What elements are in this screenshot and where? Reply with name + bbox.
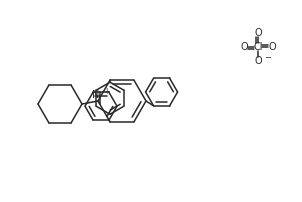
Text: Cl: Cl xyxy=(253,42,263,52)
Text: +: + xyxy=(103,87,109,96)
Text: O: O xyxy=(240,42,248,52)
Text: O: O xyxy=(254,56,262,66)
Text: O: O xyxy=(268,42,276,52)
Text: −: − xyxy=(264,54,271,62)
Text: O: O xyxy=(254,28,262,38)
Text: N: N xyxy=(92,90,99,100)
